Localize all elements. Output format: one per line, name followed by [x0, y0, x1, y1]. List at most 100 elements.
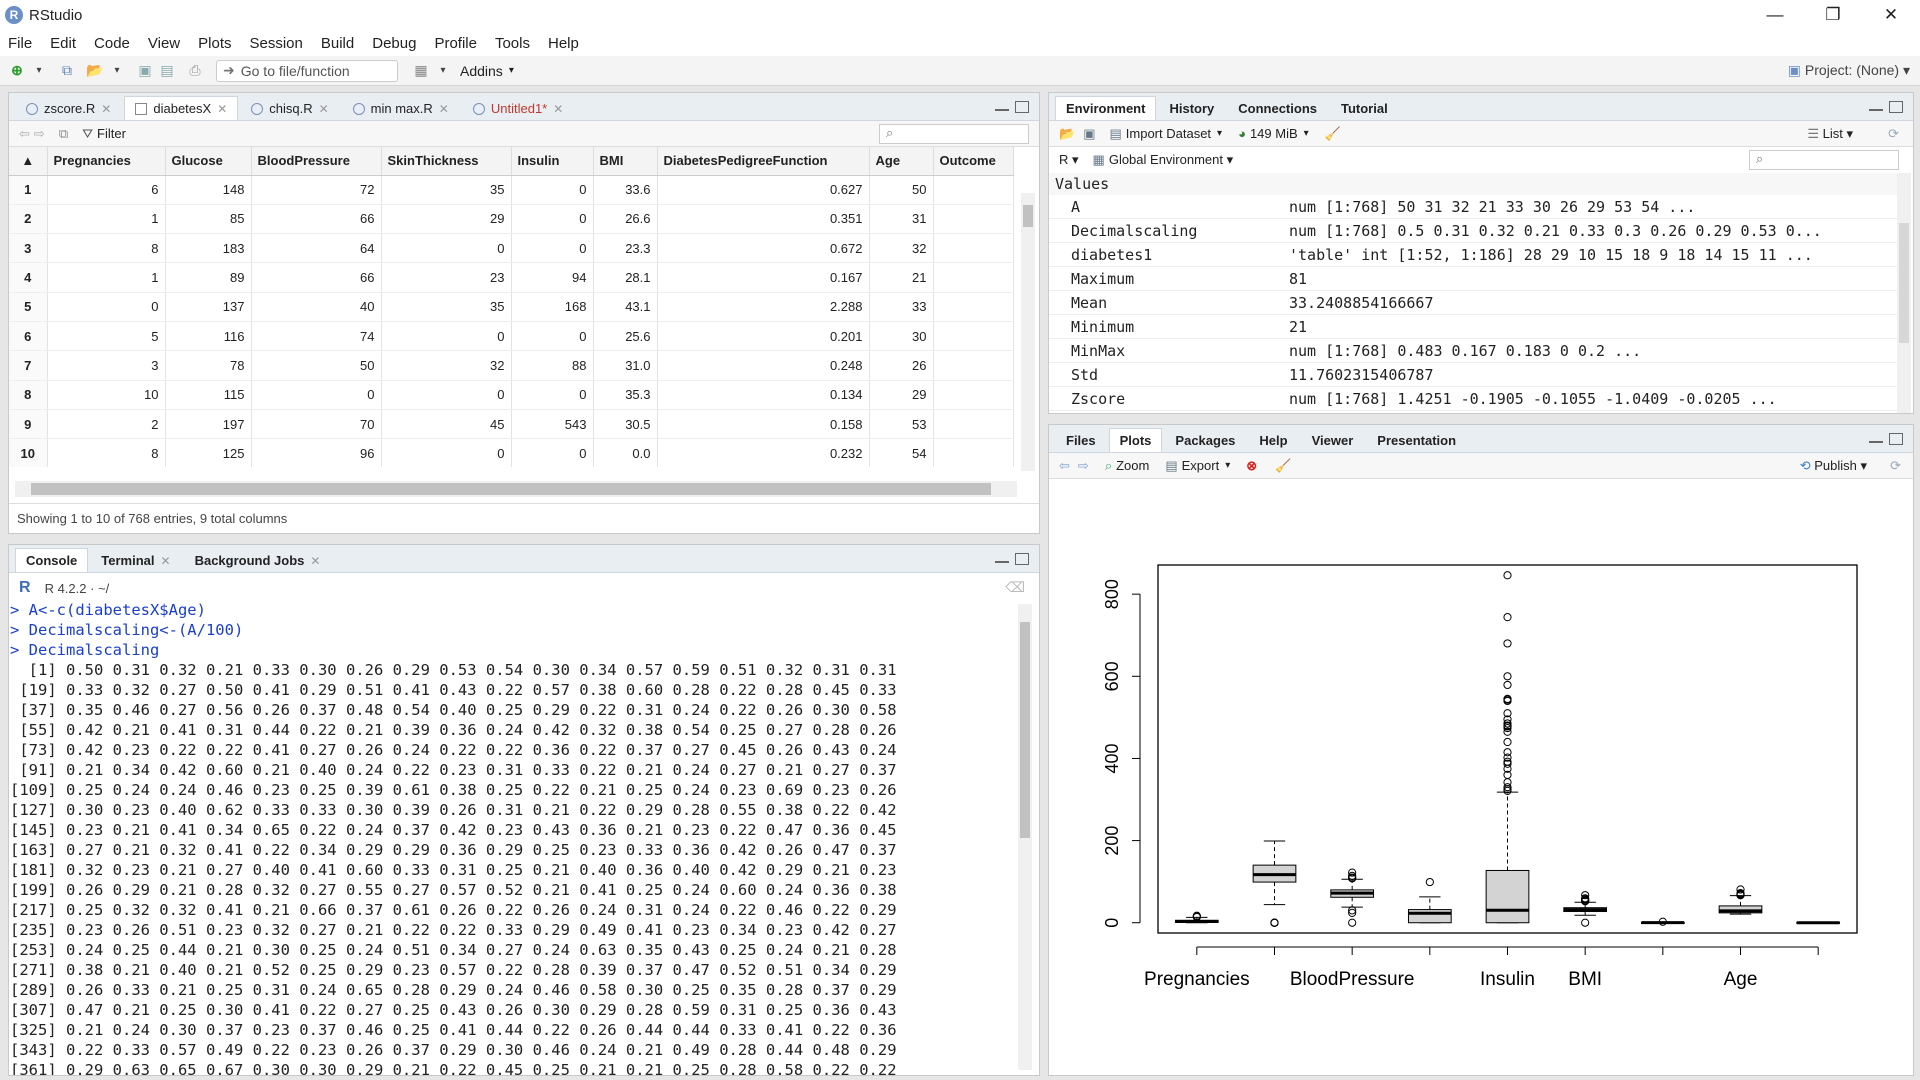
new-file-icon[interactable]: ⊕ — [11, 62, 23, 78]
col-outcome[interactable]: Outcome — [933, 147, 1014, 176]
maximize-pane-icon[interactable] — [1889, 433, 1903, 445]
tab-viewer[interactable]: Viewer — [1311, 433, 1354, 448]
sort-icon[interactable]: ▲ — [9, 147, 48, 176]
broom-icon[interactable]: 🧹 — [1324, 125, 1341, 141]
tab-history[interactable]: History — [1169, 101, 1215, 116]
close-icon[interactable]: ✕ — [101, 101, 112, 116]
table-row[interactable]: 5 0 137 40 35 168 43.1 2.288 33 — [9, 292, 1014, 322]
new-project-icon[interactable]: ⧉ — [62, 62, 72, 78]
close-icon[interactable]: ✕ — [318, 101, 329, 116]
tab-chisq[interactable]: chisq.R ✕ — [240, 96, 339, 120]
tab-packages[interactable]: Packages — [1175, 433, 1236, 448]
minimize-pane-icon[interactable] — [1869, 101, 1883, 111]
close-icon[interactable]: ✕ — [438, 101, 449, 116]
next-plot-icon[interactable]: ⇨ — [1077, 457, 1089, 473]
vertical-scrollbar[interactable] — [1021, 193, 1035, 471]
menu-tools[interactable]: Tools — [494, 34, 530, 52]
table-row[interactable]: 7 3 78 50 32 88 31.0 0.248 26 — [9, 350, 1014, 381]
filter-button[interactable]: Filter — [97, 126, 126, 141]
maximize-pane-icon[interactable] — [1015, 553, 1029, 565]
env-variable-row[interactable]: Maximum 81 — [1049, 267, 1897, 291]
maximize-pane-icon[interactable] — [1889, 101, 1903, 113]
import-dataset-button[interactable]: Import Dataset — [1125, 126, 1212, 141]
table-row[interactable]: 8 10 115 0 0 0 35.3 0.134 29 — [9, 380, 1014, 410]
clear-console-icon[interactable]: ⌫ — [1005, 579, 1025, 595]
filter-icon[interactable]: ⛛ — [82, 125, 94, 141]
tab-help[interactable]: Help — [1259, 433, 1288, 448]
col-skinthickness[interactable]: SkinThickness — [381, 147, 512, 176]
chevron-down-icon[interactable]: ▾ — [114, 65, 120, 76]
tab-background-jobs[interactable]: Background Jobs ✕ — [184, 548, 332, 572]
horizontal-scrollbar[interactable] — [15, 481, 1017, 497]
col-pregnancies[interactable]: Pregnancies — [47, 147, 166, 176]
language-select[interactable]: R ▾ — [1059, 152, 1079, 167]
scope-select[interactable]: Global Environment ▾ — [1108, 152, 1234, 167]
values-section-header[interactable]: Values — [1049, 173, 1897, 195]
refresh-icon[interactable]: ⟳ — [1890, 457, 1901, 473]
col-bloodpressure[interactable]: BloodPressure — [251, 147, 382, 176]
save-icon[interactable]: ▣ — [138, 62, 152, 78]
env-variable-row[interactable]: diabetes1 'table' int [1:52, 1:186] 28 29… — [1049, 243, 1897, 267]
tab-tutorial[interactable]: Tutorial — [1341, 101, 1388, 116]
col-glucose[interactable]: Glucose — [165, 147, 252, 176]
maximize-pane-icon[interactable] — [1015, 101, 1029, 113]
close-window-button[interactable]: ✕ — [1883, 5, 1899, 24]
zoom-button[interactable]: Zoom — [1116, 458, 1150, 473]
tab-console[interactable]: Console — [15, 548, 89, 572]
popout-icon[interactable]: ⧉ — [58, 125, 69, 141]
table-row[interactable]: 4 1 89 66 23 94 28.1 0.167 21 — [9, 262, 1014, 293]
project-menu[interactable]: ▣ Project: (None) ▾ — [1787, 62, 1910, 78]
table-row[interactable]: 2 1 85 66 29 0 26.6 0.351 31 — [9, 204, 1014, 235]
minimize-pane-icon[interactable] — [995, 553, 1009, 563]
table-row[interactable]: 3 8 183 64 0 0 23.3 0.672 32 — [9, 233, 1014, 264]
memory-usage[interactable]: 149 MiB — [1249, 126, 1298, 141]
tab-connections[interactable]: Connections — [1238, 101, 1317, 116]
menu-help[interactable]: Help — [548, 34, 579, 52]
refresh-icon[interactable]: ⟳ — [1888, 125, 1899, 141]
chevron-down-icon[interactable]: ▾ — [508, 65, 514, 76]
env-variable-row[interactable]: Mean 33.2408854166667 — [1049, 291, 1897, 315]
col-dpf[interactable]: DiabetesPedigreeFunction — [657, 147, 870, 176]
console-output[interactable]: > A<-c(diabetesX$Age) > Decimalscaling<-(… — [10, 600, 1015, 1075]
menu-file[interactable]: File — [8, 34, 33, 52]
table-row[interactable]: 9 2 197 70 45 543 30.5 0.158 53 — [9, 409, 1014, 440]
broom-icon[interactable]: 🧹 — [1275, 457, 1292, 473]
menu-edit[interactable]: Edit — [50, 34, 77, 52]
close-icon[interactable]: ✕ — [217, 101, 228, 116]
tab-plots[interactable]: Plots — [1108, 428, 1163, 452]
env-scrollbar[interactable] — [1897, 173, 1911, 413]
previous-plot-icon[interactable]: ⇦ — [1059, 457, 1070, 473]
tab-terminal[interactable]: Terminal ✕ — [90, 548, 181, 572]
remove-plot-icon[interactable]: ⊗ — [1246, 457, 1258, 473]
grid-layout-icon[interactable]: ▦ — [414, 62, 428, 78]
open-file-icon[interactable]: 📂 — [86, 62, 104, 78]
table-row[interactable]: 1 6 148 72 35 0 33.6 0.627 50 — [9, 175, 1014, 205]
tab-files[interactable]: Files — [1066, 433, 1096, 448]
col-insulin[interactable]: Insulin — [511, 147, 594, 176]
close-icon[interactable]: ✕ — [553, 101, 564, 116]
tab-zscore[interactable]: zscore.R ✕ — [15, 96, 122, 120]
print-icon[interactable]: ⎙ — [189, 62, 201, 78]
view-mode-select[interactable]: ☰ List ▾ — [1807, 125, 1853, 141]
env-variable-row[interactable]: Std 11.7602315406787 — [1049, 363, 1897, 387]
menu-profile[interactable]: Profile — [434, 34, 477, 52]
goto-file-input[interactable]: ➜ Go to file/function — [216, 59, 398, 82]
search-input[interactable]: ⌕ — [879, 123, 1029, 144]
chevron-down-icon[interactable]: ▾ — [1225, 460, 1231, 471]
save-workspace-icon[interactable]: ▣ — [1083, 125, 1096, 141]
env-variable-row[interactable]: Decimalscaling num [1:768] 0.5 0.31 0.32 … — [1049, 219, 1897, 243]
menu-build[interactable]: Build — [320, 34, 355, 52]
minimize-button[interactable]: — — [1766, 5, 1784, 24]
tab-environment[interactable]: Environment — [1055, 96, 1157, 120]
close-icon[interactable]: ✕ — [160, 553, 171, 568]
table-row[interactable]: 10 8 125 96 0 0 0.0 0.232 54 — [9, 438, 1014, 467]
tab-diabetesx[interactable]: diabetesX ✕ — [124, 96, 239, 120]
forward-icon[interactable]: ⇨ — [33, 125, 45, 141]
back-icon[interactable]: ⇦ — [19, 125, 30, 141]
publish-button[interactable]: ⟲ Publish ▾ — [1799, 457, 1867, 473]
menu-session[interactable]: Session — [249, 34, 303, 52]
minimize-pane-icon[interactable] — [1869, 433, 1883, 443]
env-search-input[interactable]: ⌕ — [1749, 150, 1899, 170]
close-icon[interactable]: ✕ — [310, 553, 321, 568]
